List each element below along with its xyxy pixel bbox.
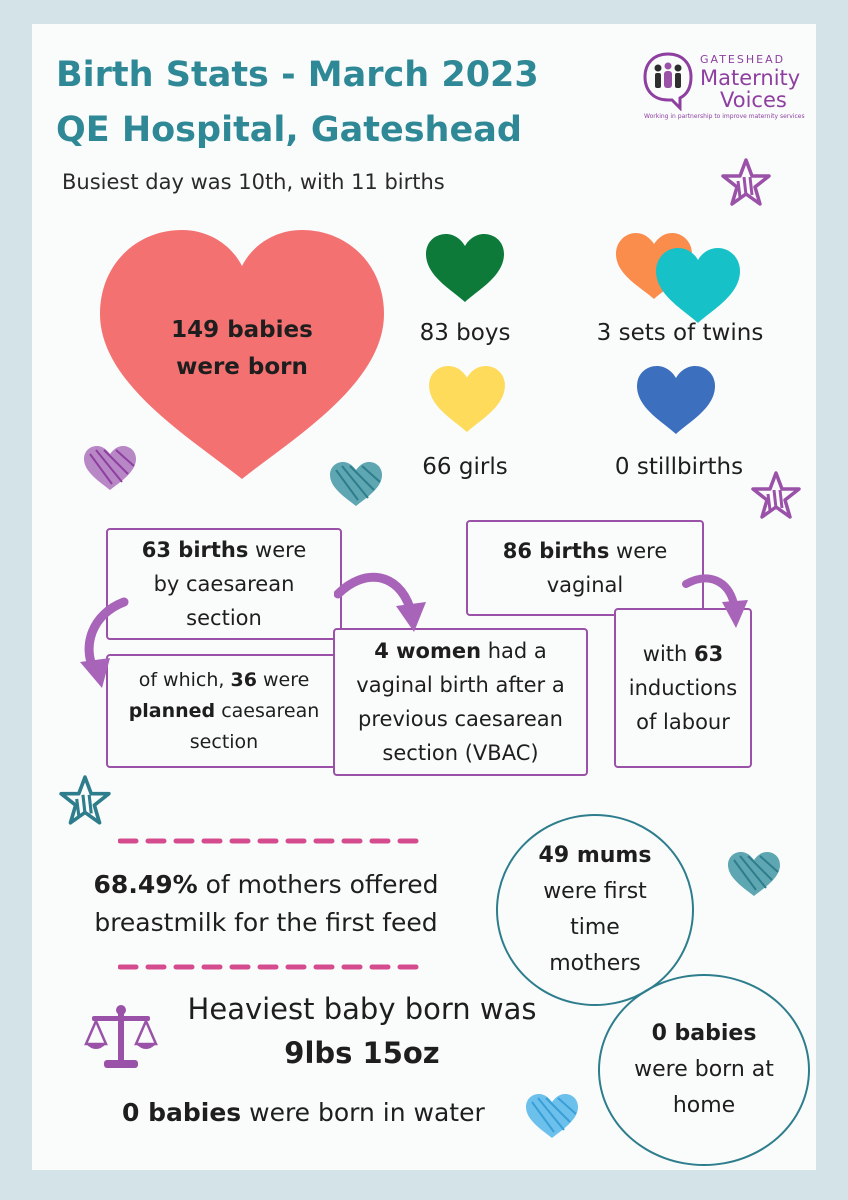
logo-voices: Voices [720,88,787,112]
babies-born-number: 149 babies [171,317,313,343]
water-births-stat: 0 babies were born in water [122,1098,485,1127]
induction-text-2: inductions [628,676,738,700]
stillbirths-heart-icon [637,366,715,434]
logo-maternity: Maternity [700,66,801,90]
home-births-number: 0 babies [651,1021,757,1046]
twins-hearts-icon [616,233,740,323]
first-time-mothers-text-2: time [570,915,620,940]
logo-speech-bubble-icon [643,52,693,111]
water-births-number: 0 babies [122,1098,242,1127]
breastmilk-text-2: breastmilk for the first feed [94,908,438,937]
vaginal-text-1: were [609,539,668,563]
curved-arrow-icon-3 [682,574,748,628]
heaviest-baby-weight: 9lbs 15oz [284,1036,440,1070]
home-births-text-2: home [672,1093,736,1118]
planned-text-3: caesarean [215,699,320,722]
purple-star-icon-2 [751,471,801,519]
inductions-box: with 63 inductions of labour [614,608,752,768]
blue-scribble-heart-icon [526,1094,578,1138]
curved-arrow-icon-2 [80,597,129,688]
water-births-text: were born in water [241,1098,485,1127]
teal-star-icon [59,775,111,825]
logo-tagline: Working in partnership to improve matern… [644,113,805,120]
purple-star-icon [721,158,771,206]
busiest-day-text: Busiest day was 10th, with 11 births [62,170,445,194]
caesarean-births-box: 63 births were by caesarean section [106,528,342,640]
caesarean-births-text-1: were [248,538,307,562]
first-time-mothers-text-1: were first [543,879,647,904]
vbac-text-2: vaginal birth after a [356,673,565,697]
caesarean-births-text-3: section [186,606,262,630]
first-time-mothers-text-3: mothers [549,951,641,976]
boys-count: 83 boys [419,320,511,346]
breastmilk-text-1: of mothers offered [197,870,439,899]
breastmilk-stat: 68.49% of mothers offered breastmilk for… [76,866,456,942]
home-births-text-1: were born at [634,1057,774,1082]
planned-bold-word: planned [128,699,216,722]
planned-number: 36 [230,668,257,691]
vbac-text-1: had a [481,639,547,663]
planned-text-1: of which, [138,668,231,691]
first-time-mothers-circle: 49 mums were first time mothers [496,814,694,1006]
twins-count: 3 sets of twins [596,320,764,346]
induction-number: 63 [694,642,724,666]
page-subtitle-hospital: QE Hospital, Gateshead [56,110,522,150]
breastmilk-percentage: 68.49% [93,870,198,899]
stillbirths-count: 0 stillbirths [614,454,744,480]
page-title: Birth Stats - March 2023 [56,55,539,95]
babies-born-count: 149 babies were born [142,312,342,386]
home-births-circle: 0 babies were born at home [598,974,810,1166]
big-heart-icon [100,230,384,479]
teal-scribble-heart-icon [330,462,382,506]
vbac-box: 4 women had a vaginal birth after a prev… [333,628,588,776]
babies-born-label: were born [176,354,308,380]
caesarean-births-number: 63 births [141,538,249,562]
planned-text-2: were [256,668,310,691]
heaviest-baby-label: Heaviest baby born was [187,992,537,1026]
pink-dashed-divider-2 [118,964,421,970]
induction-text-1: with [642,642,694,666]
girls-count: 66 girls [422,454,508,480]
vaginal-births-box: 86 births were vaginal [466,520,704,616]
teal-scribble-heart-icon-2 [728,852,780,896]
curved-arrow-icon-1 [334,572,426,632]
planned-text-4: section [189,730,259,753]
vbac-text-4: section (VBAC) [382,741,539,765]
vaginal-text-2: vaginal [546,573,624,597]
vaginal-births-number: 86 births [502,539,610,563]
purple-scribble-heart-icon [84,446,136,490]
girls-heart-icon [429,365,505,433]
caesarean-births-text-2: by caesarean [153,572,295,596]
induction-text-3: of labour [636,710,730,734]
planned-caesarean-box: of which, 36 were planned caesarean sect… [106,654,342,768]
infographic-page: Birth Stats - March 2023 QE Hospital, Ga… [32,24,816,1170]
first-time-mothers-number: 49 mums [538,843,652,868]
logo-gateshead: GATESHEAD [700,53,786,66]
boys-heart-icon [426,234,504,302]
pink-dashed-divider-1 [118,838,421,844]
maternity-voices-logo: GATESHEAD Maternity Voices Working in pa… [642,51,812,151]
vbac-text-3: previous caesarean [358,707,563,731]
vbac-number: 4 women [374,639,482,663]
scales-icon [84,1005,158,1068]
